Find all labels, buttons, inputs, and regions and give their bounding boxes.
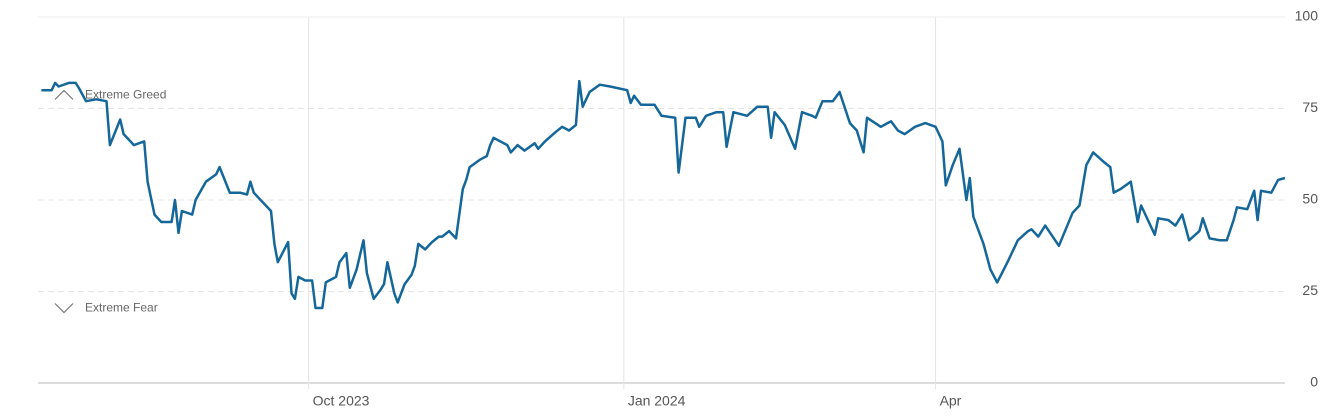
annotation-chevron	[54, 89, 74, 100]
line-series	[41, 79, 1286, 310]
x-tick-label: Jan 2024	[628, 393, 686, 409]
x-tick-label: Apr	[940, 393, 962, 409]
y-tick-label: 50	[1302, 191, 1318, 207]
y-tick-label: 100	[1295, 8, 1319, 24]
annotation-chevron	[54, 303, 74, 314]
annotation-label: Extreme Fear	[85, 301, 158, 315]
x-tick-label: Oct 2023	[313, 393, 370, 409]
y-tick-label: 25	[1302, 282, 1318, 298]
y-tick-label: 75	[1302, 99, 1318, 115]
annotation-label: Extreme Greed	[85, 88, 166, 102]
y-tick-label: 0	[1310, 374, 1318, 390]
